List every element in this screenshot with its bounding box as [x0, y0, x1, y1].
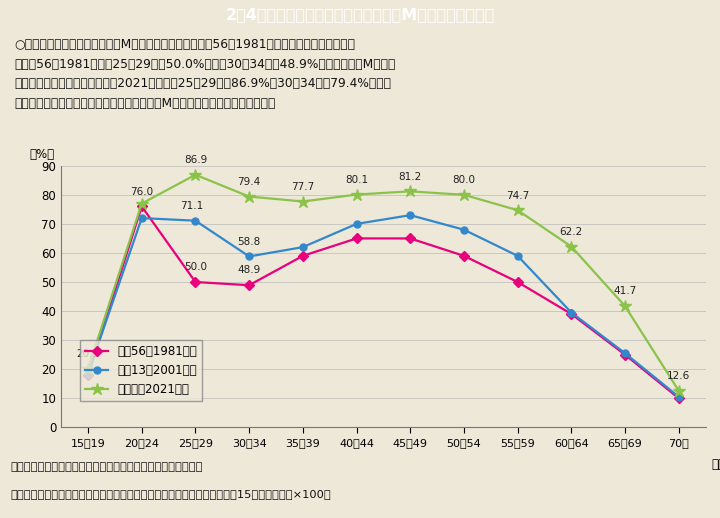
平成13（2001）年 — [245, 253, 253, 260]
Text: 80.0: 80.0 — [452, 175, 475, 185]
平成13（2001）年 — [84, 370, 92, 377]
昨和56（1981）年 — [459, 253, 468, 259]
Text: （%）: （%） — [29, 148, 54, 162]
Text: 2－4図　女性の年齢階級別労働力率（M字カーブ）の推移: 2－4図 女性の年齢階級別労働力率（M字カーブ）の推移 — [225, 7, 495, 22]
昨和56（1981）年 — [621, 352, 629, 358]
Text: 41.7: 41.7 — [613, 286, 636, 296]
昨和56（1981）年 — [567, 311, 576, 317]
Text: 74.7: 74.7 — [506, 191, 529, 200]
令和３（2021）年 — [567, 243, 576, 250]
Line: 平成13（2001）年: 平成13（2001）年 — [84, 212, 683, 400]
昨和56（1981）年 — [84, 372, 92, 378]
昨和56（1981）年 — [138, 204, 146, 210]
Text: ２．　労働力率は、「労働力人口（就業者＋完全失業者）」／「15歳以上人口」×100。: ２． 労働力率は、「労働力人口（就業者＋完全失業者）」／「15歳以上人口」×10… — [11, 490, 331, 499]
Text: 12.6: 12.6 — [667, 371, 690, 381]
平成13（2001）年 — [567, 309, 576, 315]
令和３（2021）年 — [191, 171, 199, 178]
Text: ○女性の年齢階級別労働力率（M字カーブ）について昨和56（1981）年からの変化を見ると、
　昨和56（1981）年は25～29歳（50.0%）及ょ30～34歳: ○女性の年齢階級別労働力率（M字カーブ）について昨和56（1981）年からの変化… — [14, 38, 395, 110]
令和３（2021）年 — [352, 192, 361, 198]
昨和56（1981）年 — [406, 235, 415, 241]
令和３（2021）年 — [299, 198, 307, 205]
Text: 77.7: 77.7 — [291, 182, 315, 192]
Text: 20.1: 20.1 — [76, 349, 99, 359]
平成13（2001）年 — [513, 253, 522, 259]
令和３（2021）年 — [406, 188, 415, 194]
Text: 79.4: 79.4 — [238, 177, 261, 187]
Text: 71.1: 71.1 — [180, 201, 203, 211]
平成13（2001）年 — [138, 215, 146, 221]
平成13（2001）年 — [675, 394, 683, 400]
Text: 48.9: 48.9 — [238, 266, 261, 276]
平成13（2001）年 — [299, 244, 307, 250]
Text: 81.2: 81.2 — [399, 171, 422, 182]
令和３（2021）年 — [84, 366, 92, 372]
令和３（2021）年 — [513, 207, 522, 213]
Text: （備考）１．　総務省「労働力調査（基本集計）」より作成。: （備考）１． 総務省「労働力調査（基本集計）」より作成。 — [11, 462, 203, 472]
平成13（2001）年 — [621, 350, 629, 356]
令和３（2021）年 — [459, 192, 468, 198]
Text: 58.8: 58.8 — [238, 237, 261, 247]
平成13（2001）年 — [352, 221, 361, 227]
Text: （歳）: （歳） — [711, 458, 720, 471]
平成13（2001）年 — [459, 226, 468, 233]
昨和56（1981）年 — [191, 279, 199, 285]
Text: 50.0: 50.0 — [184, 262, 207, 272]
Line: 令和３（2021）年: 令和３（2021）年 — [82, 168, 685, 397]
平成13（2001）年 — [406, 212, 415, 218]
令和３（2021）年 — [245, 193, 253, 199]
令和３（2021）年 — [621, 303, 629, 309]
昨和56（1981）年 — [299, 253, 307, 259]
Line: 昨和56（1981）年: 昨和56（1981）年 — [84, 203, 683, 402]
昨和56（1981）年 — [245, 282, 253, 289]
Legend: 昨和56（1981）年, 平成13（2001）年, 令和３（2021）年: 昨和56（1981）年, 平成13（2001）年, 令和３（2021）年 — [80, 340, 202, 400]
平成13（2001）年 — [191, 218, 199, 224]
昨和56（1981）年 — [513, 279, 522, 285]
令和３（2021）年 — [675, 387, 683, 394]
昨和56（1981）年 — [675, 395, 683, 401]
Text: 86.9: 86.9 — [184, 155, 207, 165]
令和３（2021）年 — [138, 200, 146, 207]
Text: 76.0: 76.0 — [130, 186, 153, 197]
昨和56（1981）年 — [352, 235, 361, 241]
Text: 62.2: 62.2 — [559, 227, 583, 237]
Text: 80.1: 80.1 — [345, 175, 368, 185]
